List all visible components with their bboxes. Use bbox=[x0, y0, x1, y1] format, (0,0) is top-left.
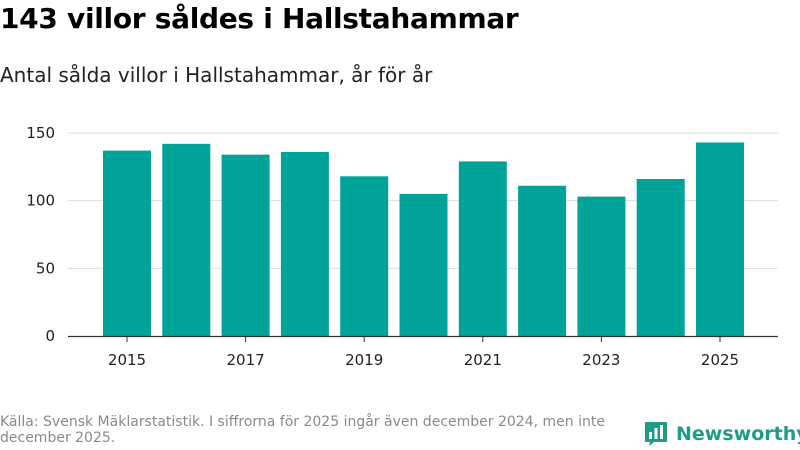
newsworthy-logo: Newsworthy bbox=[644, 419, 800, 449]
bar-2024 bbox=[636, 179, 685, 336]
bar-2022 bbox=[518, 185, 567, 336]
bar-2021 bbox=[458, 161, 507, 336]
bar-2019 bbox=[340, 176, 389, 336]
y-tick-label-0: 0 bbox=[45, 327, 55, 345]
bar-2015 bbox=[103, 150, 151, 336]
x-tick-label-2021: 2021 bbox=[464, 351, 502, 369]
chart-subtitle: Antal sålda villor i Hallstahammar, år f… bbox=[0, 63, 433, 87]
x-tick-label-2025: 2025 bbox=[701, 351, 739, 369]
axes: 0 50 100 150 2015 2017 2019 2021 2023 2025 bbox=[26, 124, 778, 369]
bar-chart-logo-icon bbox=[645, 422, 667, 446]
x-tick-label-2019: 2019 bbox=[345, 351, 383, 369]
bars bbox=[103, 142, 744, 336]
x-tick-label-2015: 2015 bbox=[108, 351, 146, 369]
brand-name: Newsworthy bbox=[676, 423, 800, 445]
x-tick-label-2017: 2017 bbox=[227, 351, 265, 369]
bar-2023 bbox=[577, 196, 626, 336]
chart-title: 143 villor såldes i Hallstahammar bbox=[0, 2, 519, 35]
bar-2017 bbox=[221, 154, 270, 336]
y-tick-label-150: 150 bbox=[26, 124, 55, 142]
bar-2025 bbox=[696, 142, 744, 336]
y-tick-label-50: 50 bbox=[36, 259, 55, 277]
bar-2020 bbox=[399, 193, 448, 336]
x-tick-label-2023: 2023 bbox=[582, 351, 620, 369]
bar-chart: 0 50 100 150 2015 2017 2019 2021 2023 2025 bbox=[26, 124, 778, 369]
bar-2016 bbox=[162, 143, 211, 336]
bar-2018 bbox=[280, 151, 329, 336]
source-note: Källa: Svensk Mäklarstatistik. I siffror… bbox=[0, 414, 605, 446]
y-tick-label-100: 100 bbox=[26, 192, 55, 210]
